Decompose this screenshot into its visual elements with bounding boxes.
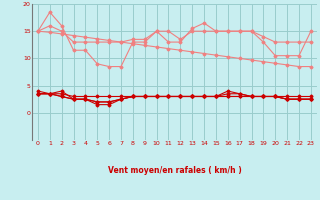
X-axis label: Vent moyen/en rafales ( km/h ): Vent moyen/en rafales ( km/h ) <box>108 166 241 175</box>
